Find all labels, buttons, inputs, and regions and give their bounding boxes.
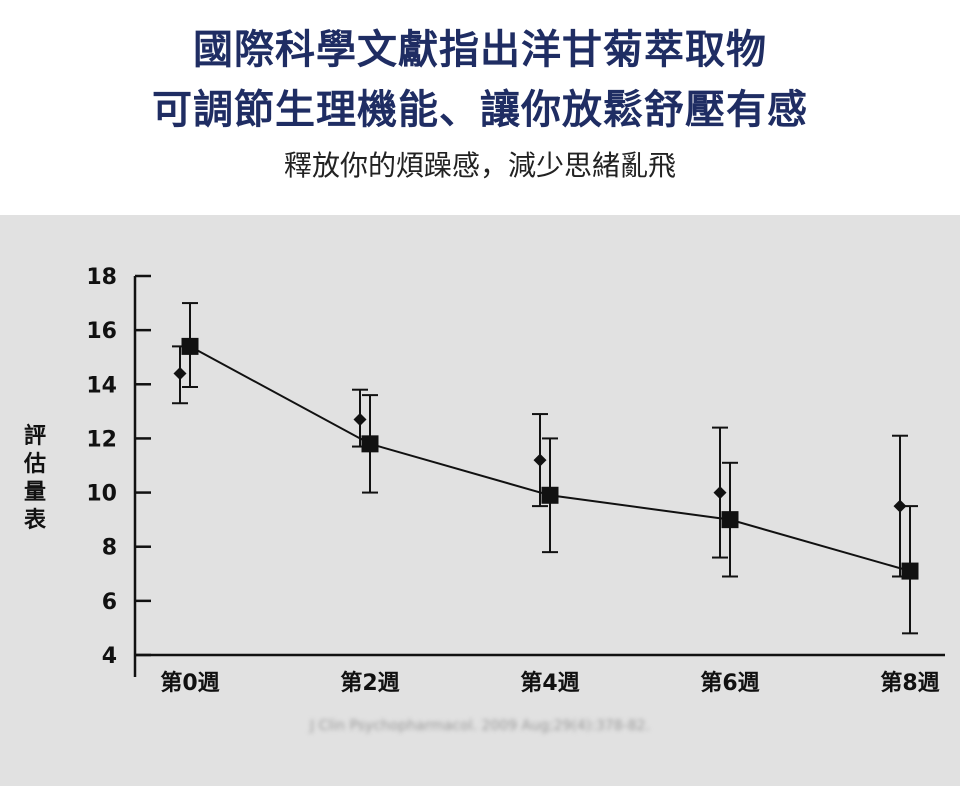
chart-panel xyxy=(0,215,960,786)
y-tick-label: 18 xyxy=(86,265,117,290)
y-axis-label-char: 估 xyxy=(23,452,46,477)
chart-axes xyxy=(133,276,945,677)
x-tick-label: 第0週 xyxy=(160,670,219,696)
y-tick-label: 10 xyxy=(86,482,117,507)
citation: J Clin Psychopharmacol. 2009 Aug;29(4):3… xyxy=(309,718,651,734)
y-tick-label: 12 xyxy=(86,427,117,452)
y-tick-label: 8 xyxy=(102,536,117,561)
data-point-diamond xyxy=(533,453,547,467)
y-axis-label-char: 表 xyxy=(24,508,47,533)
y-axis-label-char: 量 xyxy=(24,480,46,505)
y-tick-label: 16 xyxy=(86,319,117,344)
chart-series xyxy=(172,302,919,635)
y-axis-label-char: 評 xyxy=(24,423,46,449)
y-tick-label: 14 xyxy=(86,373,117,398)
data-point-diamond xyxy=(173,366,187,380)
y-axis-label: 評估量表 xyxy=(23,423,47,533)
data-point-square xyxy=(361,435,379,453)
x-tick-label: 第6週 xyxy=(700,670,759,696)
x-tick-label: 第2週 xyxy=(340,670,399,696)
x-tick-label: 第8週 xyxy=(880,670,939,696)
data-point-square xyxy=(721,511,739,529)
series-square xyxy=(181,302,919,635)
x-tick-label: 第4週 xyxy=(520,670,579,696)
data-point-square xyxy=(541,486,559,504)
series-diamond xyxy=(172,345,908,578)
data-point-diamond xyxy=(893,499,907,513)
y-ticks: 4 6 8 10 12 14 16 18 xyxy=(86,265,151,669)
data-point-square xyxy=(901,562,919,580)
data-point-diamond xyxy=(353,412,367,426)
data-point-square xyxy=(181,337,199,355)
header: 國際科學文獻指出洋甘菊萃取物 可調節生理機能、讓你放鬆舒壓有感 釋放你的煩躁感，… xyxy=(0,0,960,215)
page-title-line-2: 可調節生理機能、讓你放鬆舒壓有感 xyxy=(152,87,808,133)
page-subtitle: 釋放你的煩躁感，減少思緒亂飛 xyxy=(283,149,676,182)
data-point-diamond xyxy=(713,486,727,500)
y-tick-label: 6 xyxy=(102,590,117,615)
x-labels: 第0週 第2週 第4週 第6週 第8週 xyxy=(160,670,939,696)
y-tick-label: 4 xyxy=(102,644,117,669)
page-title-line-1: 國際科學文獻指出洋甘菊萃取物 xyxy=(193,27,767,73)
